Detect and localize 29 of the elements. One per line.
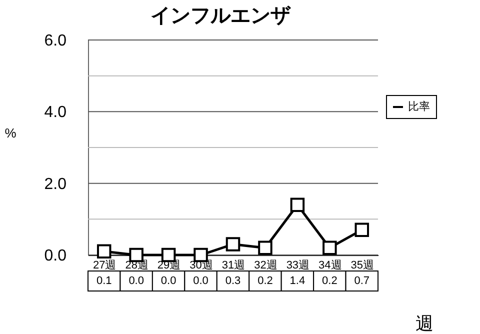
data-label: 1.4 xyxy=(290,275,306,287)
x-tick-label: 32週 xyxy=(254,260,278,272)
x-tick-label: 35週 xyxy=(350,260,374,272)
point xyxy=(290,198,305,212)
point xyxy=(354,222,370,238)
point xyxy=(258,240,272,255)
point xyxy=(322,240,337,255)
y-axis-title: % xyxy=(4,126,17,140)
y-tick-label: 0.0 xyxy=(44,248,67,264)
point xyxy=(226,237,240,252)
data-label: 0.0 xyxy=(160,275,176,287)
x-tick-label: 34週 xyxy=(318,260,342,272)
y-tick-label: 6.0 xyxy=(44,32,67,50)
y-tick-label: 4.0 xyxy=(44,104,67,122)
data-label: 0.3 xyxy=(225,275,241,287)
chart-title: インフルエンザ xyxy=(150,5,292,27)
y-tick-label: 2.0 xyxy=(44,176,67,193)
data-label: 0.2 xyxy=(258,275,273,287)
data-label: 0.0 xyxy=(128,275,144,287)
data-label: 0.2 xyxy=(322,275,338,287)
x-tick-label: 31週 xyxy=(222,260,246,272)
data-label: 0.0 xyxy=(193,275,208,287)
x-tick-label: 33週 xyxy=(286,260,310,272)
x-axis-title: 週 xyxy=(416,314,434,334)
point xyxy=(96,244,112,259)
x-tick-label: 27週 xyxy=(92,260,116,272)
data-label: 0.7 xyxy=(354,275,370,287)
data-label: 0.1 xyxy=(96,275,112,287)
legend-label: 比率 xyxy=(408,100,430,113)
